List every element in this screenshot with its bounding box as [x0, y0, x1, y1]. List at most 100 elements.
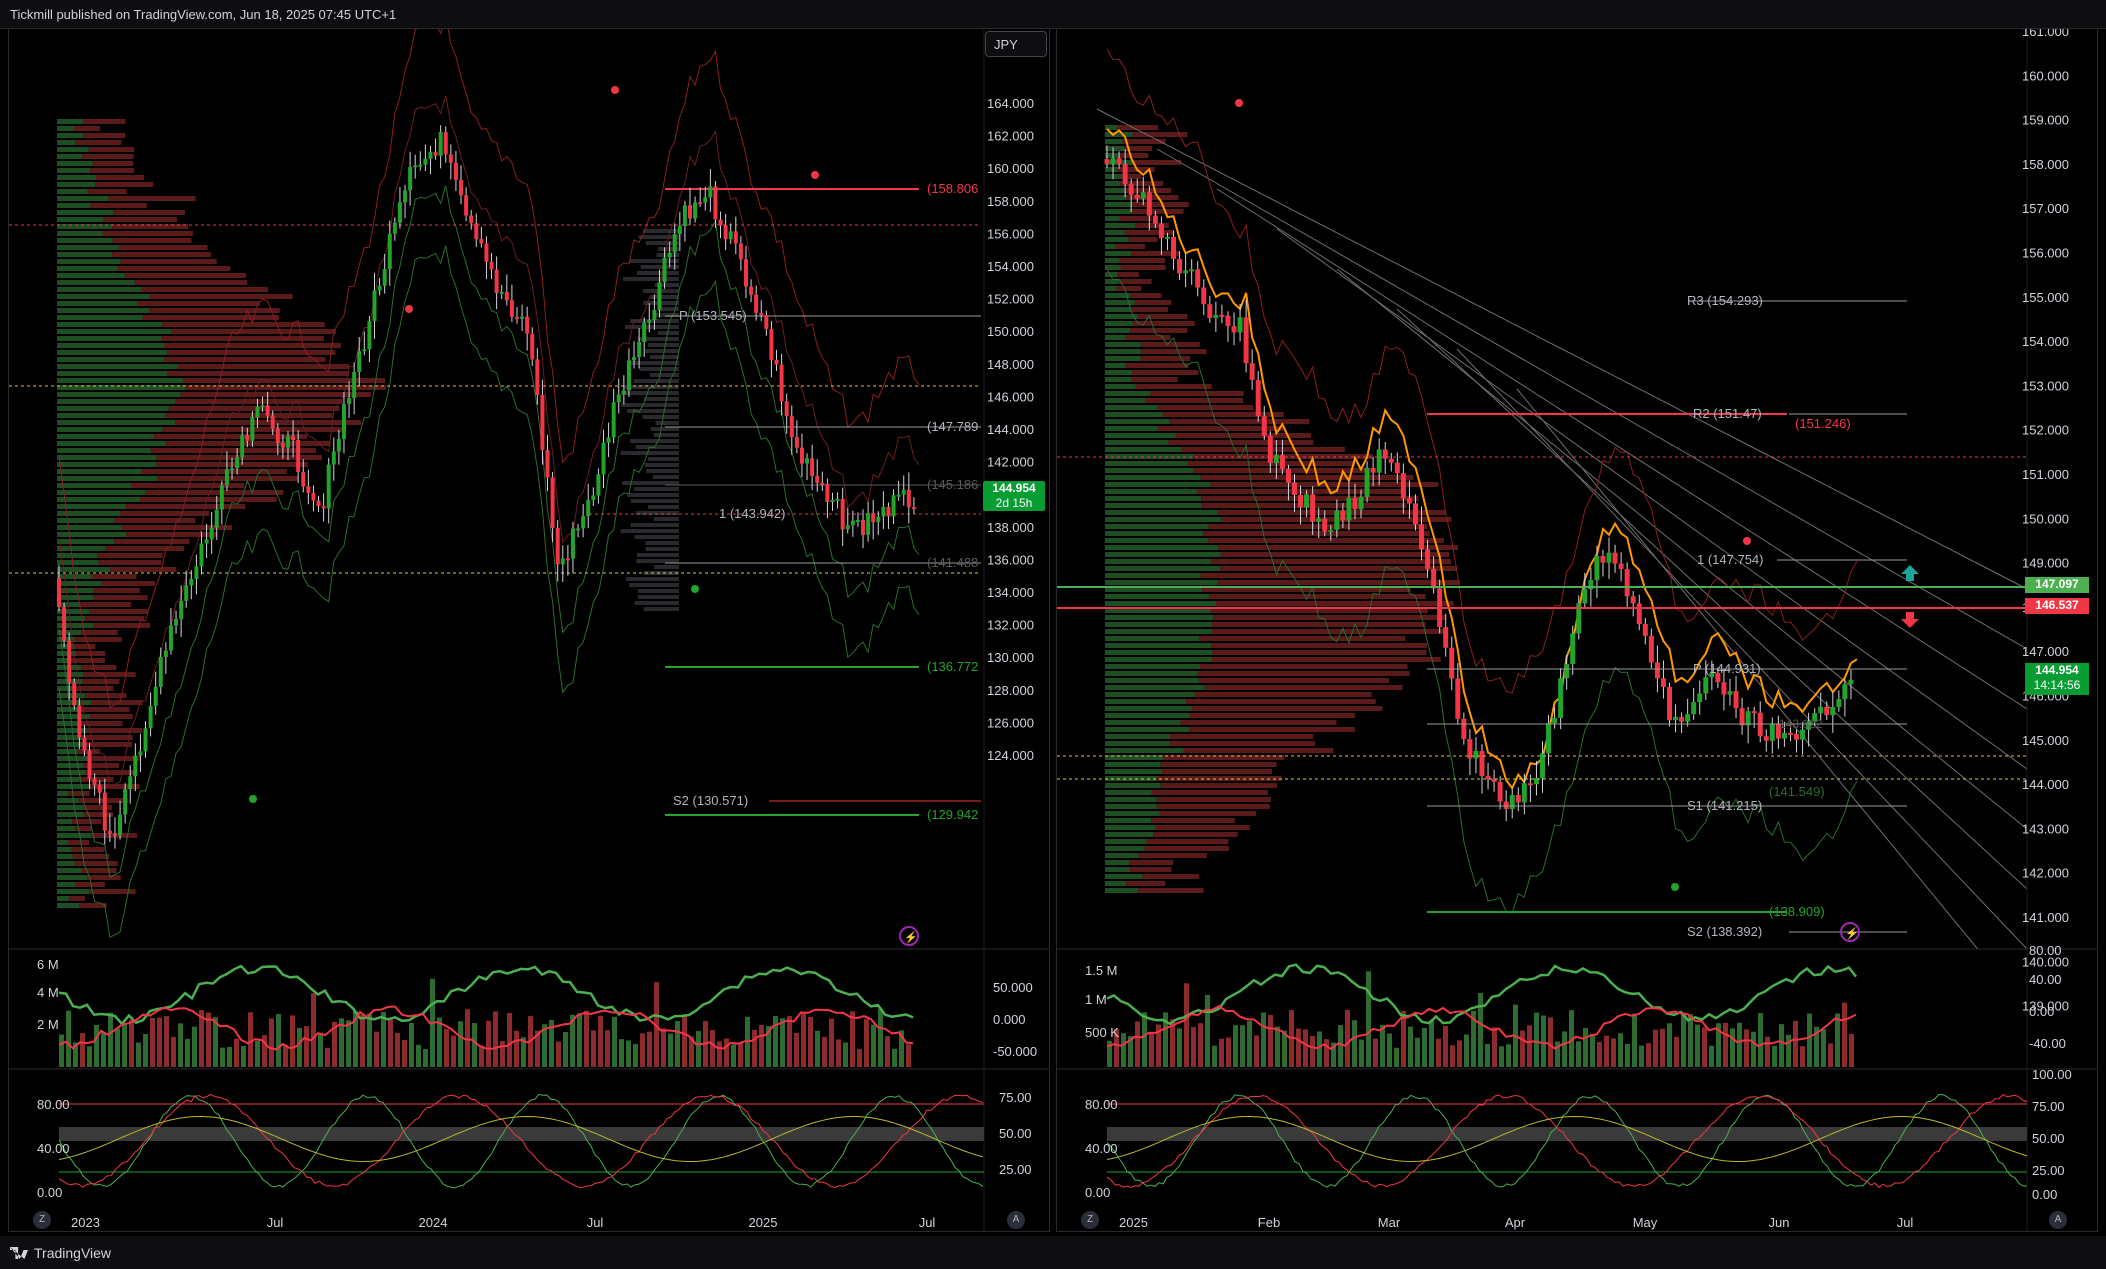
- level-label-s2-green: (138.909): [1769, 904, 1825, 919]
- price-axis[interactable]: 161.000 160.000 159.000 158.000 157.000 156.0…: [2022, 24, 2069, 1014]
- oscillator-line-2: [58, 1005, 914, 1051]
- volume-profile-bar: [72, 854, 110, 859]
- volume-bar: [1702, 1027, 1707, 1067]
- volume-bar: [612, 1016, 617, 1067]
- time-axis[interactable]: 2025 Feb Mar Apr May Jun Jul: [1119, 1215, 1913, 1230]
- volume-bar: [1359, 1039, 1364, 1067]
- volume-bar: [192, 1026, 197, 1067]
- volume-bar: [1156, 1024, 1161, 1067]
- currency-button[interactable]: JPY: [985, 31, 1047, 57]
- candle-body: [672, 234, 677, 253]
- candle-body: [1479, 750, 1485, 776]
- channel-line: [1516, 388, 1979, 949]
- candlestick-series[interactable]: [57, 125, 916, 849]
- countdown-value: 2d 15h: [995, 496, 1033, 510]
- volume-profile-bar: [1105, 608, 1211, 613]
- zoom-button[interactable]: Z: [33, 1211, 51, 1229]
- candle-body: [245, 435, 250, 441]
- volume-profile-bar: [90, 168, 135, 173]
- volume-bar: [654, 982, 659, 1067]
- candle-body: [1449, 647, 1455, 679]
- candle-body: [1394, 462, 1400, 474]
- right-chart-canvas[interactable]: R3 (154.293) R2 (151.47) (151.246) 1 (14…: [1057, 24, 2097, 1231]
- candle-body: [372, 290, 377, 322]
- lightning-icon[interactable]: [1840, 922, 1860, 942]
- auto-scale-button[interactable]: A: [1007, 1211, 1025, 1229]
- volume-profile-bar: [57, 686, 72, 691]
- candle-body: [387, 233, 392, 270]
- time-axis[interactable]: 2023 Jul 2024 Jul 2025 Jul: [71, 1215, 935, 1230]
- volume-profile-bar: [1137, 314, 1188, 319]
- candlestick-series[interactable]: [1104, 145, 1854, 822]
- volume-profile-bar: [1189, 713, 1355, 718]
- volume-bar: [1212, 1045, 1217, 1067]
- volume-bar: [1163, 1012, 1168, 1067]
- volume-profile-bar: [142, 315, 280, 320]
- volume-profile-bar: [1131, 209, 1184, 214]
- volume-profile-bar: [1105, 181, 1121, 186]
- volume-bar: [1541, 1015, 1546, 1067]
- candle-body: [876, 516, 881, 523]
- candle-body: [1346, 497, 1352, 521]
- volume-bar: [150, 1017, 155, 1067]
- volume-bar: [1415, 1037, 1420, 1067]
- volume-profile-bar: [1124, 230, 1175, 235]
- session-profile-bar: [652, 475, 679, 479]
- volume-bar: [1352, 1020, 1357, 1067]
- price-axis[interactable]: 164.000 162.000 160.000 158.000 156.000 154.0…: [987, 96, 1034, 763]
- stochastic-pane[interactable]: 80.00 40.00 0.00 75.00 50.00 25.00: [37, 1090, 1032, 1200]
- session-profile-bar: [647, 457, 679, 461]
- volume-bar: [164, 1016, 169, 1067]
- session-profile-bar: [653, 433, 679, 437]
- left-chart-panel[interactable]: (158.806 P (153.545) (147.789 (145.186 1…: [8, 28, 1050, 1232]
- volume-profile-bar: [57, 693, 86, 698]
- tradingview-logo[interactable]: TradingView: [10, 1245, 111, 1261]
- lightning-icon[interactable]: [899, 926, 919, 946]
- current-price-value: 144.954: [2035, 663, 2079, 677]
- zoom-button[interactable]: Z: [1081, 1211, 1099, 1229]
- price-axis-label: 157.000: [2022, 201, 2069, 216]
- volume-pane[interactable]: 6 M 4 M 2 M 50.000 0.000 -50.000: [37, 957, 1037, 1067]
- stochastic-pane[interactable]: 80.00 40.00 0.00 100.00 75.00 50.00 25.00 0.00: [1085, 1067, 2072, 1202]
- volume-bar: [850, 1011, 855, 1067]
- volume-profile-bar: [57, 168, 91, 173]
- volume-profile-bar: [1160, 762, 1277, 767]
- volume-profile-bar: [57, 889, 90, 894]
- candle-body: [632, 356, 637, 361]
- volume-bar: [409, 1022, 414, 1067]
- left-chart-canvas[interactable]: (158.806 P (153.545) (147.789 (145.186 1…: [9, 29, 1049, 1231]
- volume-profile-bar: [1105, 587, 1203, 592]
- volume-bar: [500, 1041, 505, 1067]
- volume-bar: [1170, 1019, 1175, 1067]
- session-profile-bar: [620, 451, 679, 455]
- volume-bar: [1583, 1028, 1588, 1067]
- volume-bar: [444, 1028, 449, 1067]
- volume-profile-bar: [1117, 125, 1158, 130]
- volume-profile-bar: [57, 343, 165, 348]
- candle-body: [1122, 163, 1128, 184]
- volume-profile-bar: [1105, 216, 1120, 221]
- time-axis-label: Jun: [1769, 1215, 1790, 1230]
- volume-profile-bar: [102, 217, 178, 222]
- volume-profile-bar: [57, 301, 138, 306]
- right-chart-panel[interactable]: R3 (154.293) R2 (151.47) (151.246) 1 (14…: [1056, 24, 2098, 1232]
- volume-bar: [507, 1013, 512, 1067]
- volume-bar: [1142, 1012, 1147, 1067]
- price-axis-label: 156.000: [987, 226, 1034, 241]
- volume-bar: [1737, 1022, 1742, 1067]
- volume-profile-bar: [1189, 727, 1355, 732]
- candle-body: [866, 513, 871, 535]
- volume-profile-bar: [145, 490, 284, 495]
- volume-bar: [570, 1014, 575, 1067]
- volume-profile-bar: [1105, 580, 1218, 585]
- candle-body: [1225, 315, 1231, 327]
- candle-body: [1624, 569, 1630, 597]
- auto-scale-button[interactable]: A: [2049, 1211, 2067, 1229]
- volume-bar: [297, 1027, 302, 1067]
- time-axis-label: 2025: [749, 1215, 778, 1230]
- volume-bar: [1821, 1028, 1826, 1067]
- volume-bar: [801, 1012, 806, 1067]
- volume-pane[interactable]: 1.5 M 1 M 500 K 80.00 40.00 0.00 -40.00: [1085, 943, 2066, 1067]
- volume-profile-bar: [1129, 867, 1172, 872]
- volume-bar: [1618, 1033, 1623, 1067]
